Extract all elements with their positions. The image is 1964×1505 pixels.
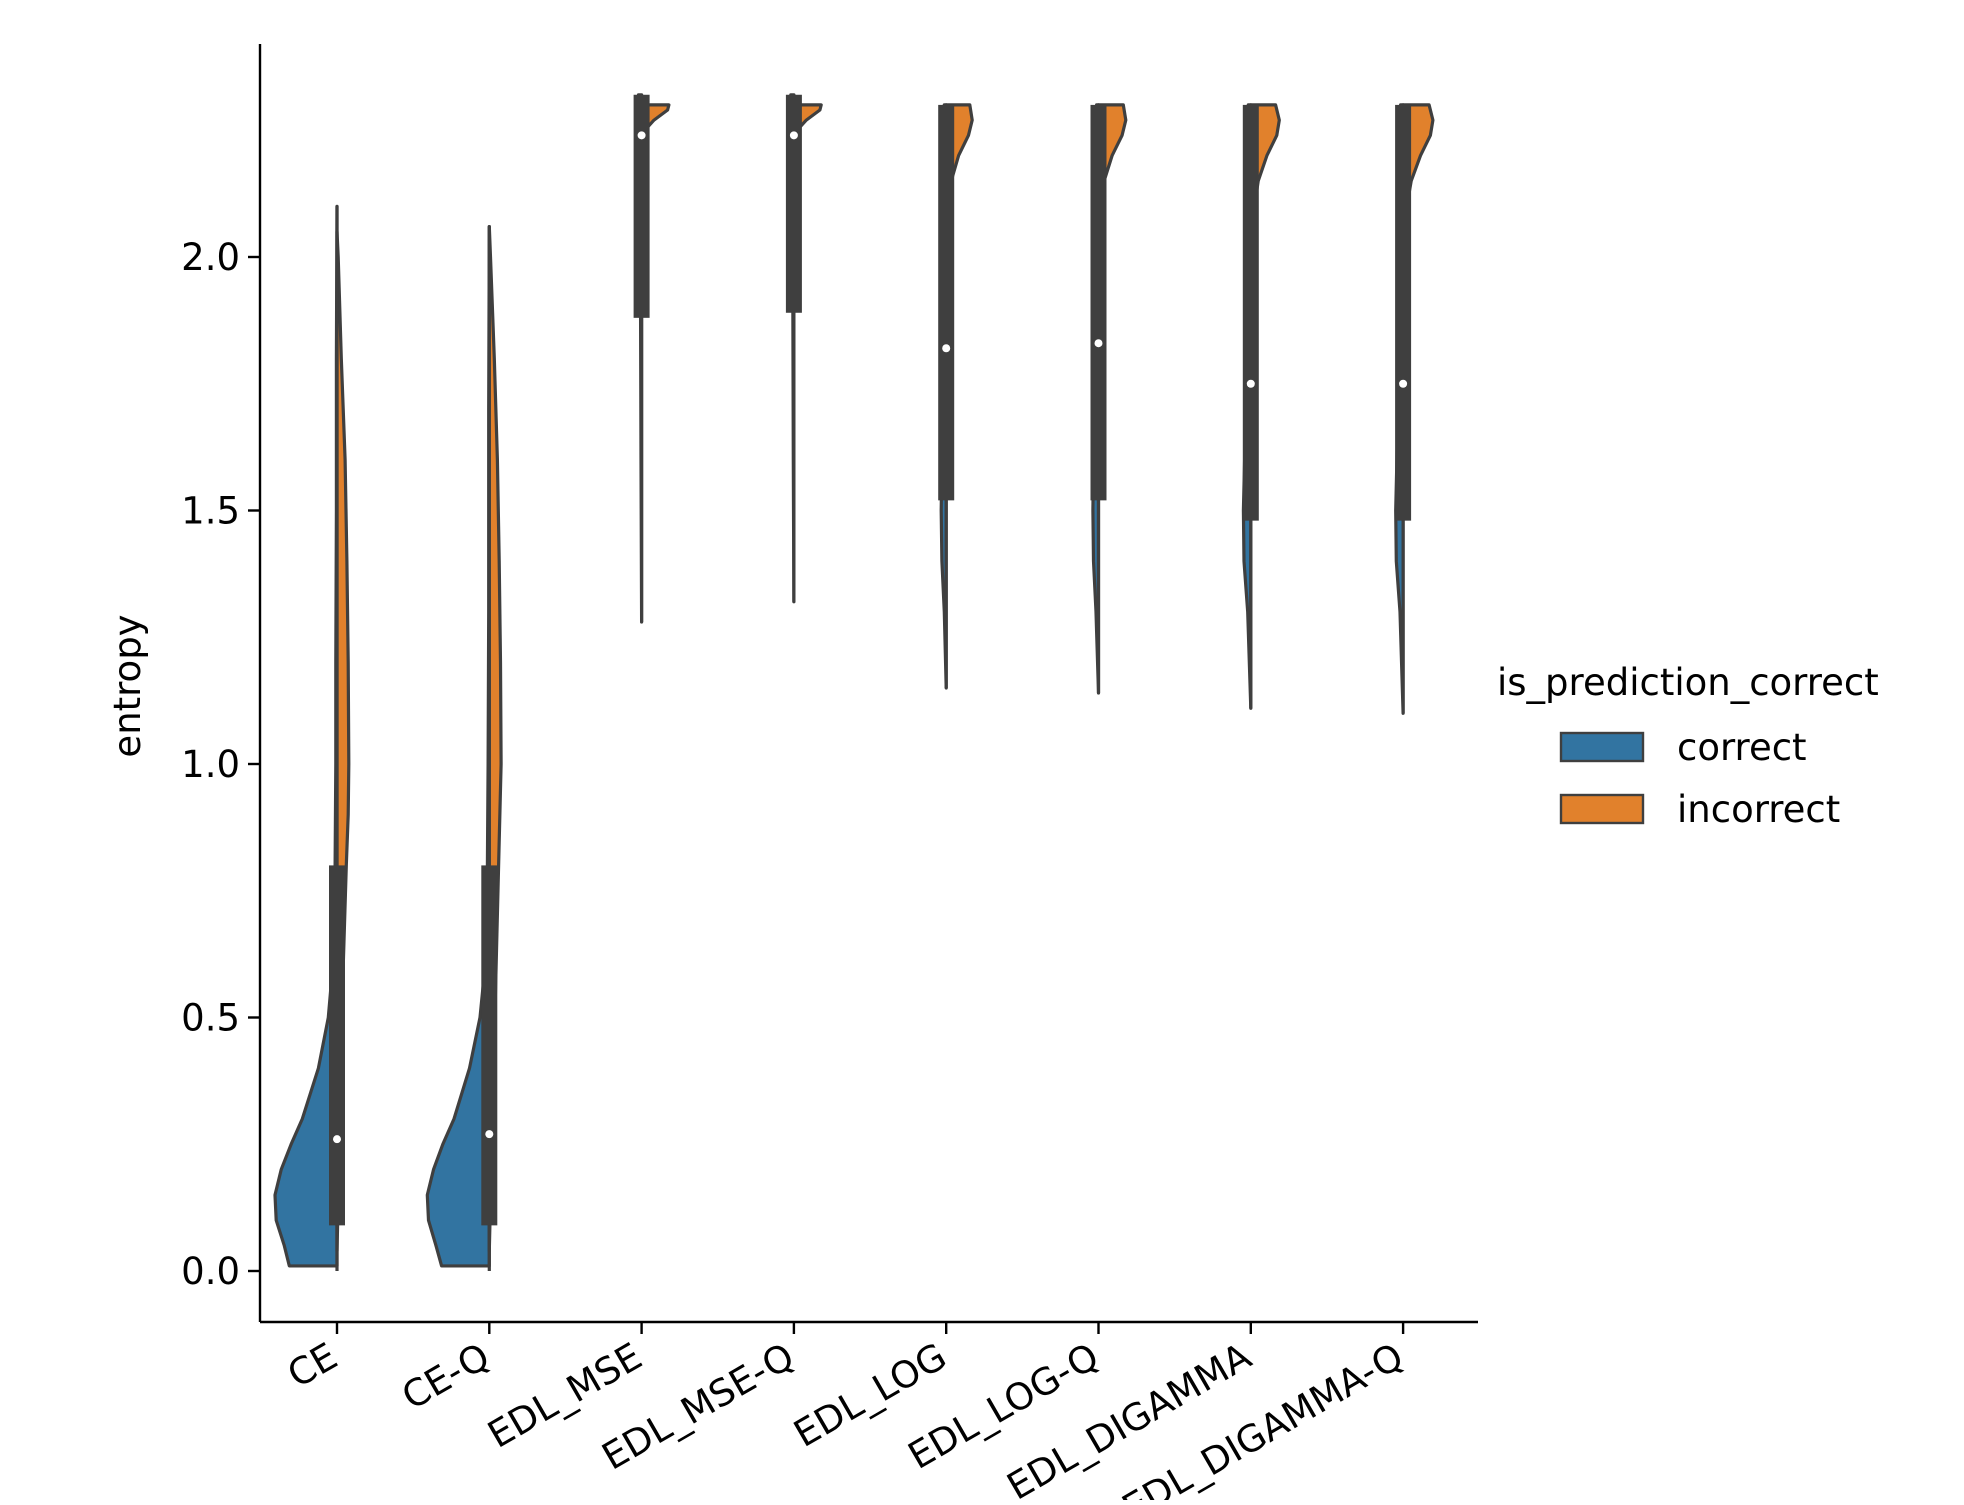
violin-edl-log-q: [1090, 103, 1128, 695]
violin-median: [333, 1135, 341, 1144]
violin-ce: [273, 204, 351, 1271]
y-ticks: 0.0 0.5 1.0 1.5 2.0: [181, 236, 260, 1293]
violins-layer: [273, 93, 1435, 1271]
violin-edl-log: [938, 103, 974, 690]
violin-median: [1399, 379, 1408, 388]
violin-median: [485, 1130, 494, 1139]
legend-swatch-correct: [1559, 731, 1645, 763]
violin-box: [633, 94, 650, 318]
violin-median: [637, 131, 646, 140]
legend-title: is_prediction_correct: [1497, 661, 1879, 704]
legend-label-correct: correct: [1677, 726, 1807, 769]
y-tick-label: 1.0: [181, 743, 240, 786]
y-tick-label: 1.5: [181, 490, 240, 533]
y-tick-label: 2.0: [181, 236, 240, 279]
violin-median: [789, 131, 798, 140]
violin-edl-mse: [633, 93, 671, 624]
violin-box: [329, 865, 345, 1226]
violin-edl-digamma-q: [1394, 103, 1435, 715]
x-tick-label: CE: [280, 1335, 344, 1397]
violin-edl-digamma: [1241, 103, 1281, 710]
y-tick-label: 0.0: [181, 1250, 240, 1293]
legend-label-incorrect: incorrect: [1677, 788, 1840, 831]
x-ticks: CE CE-QEDL_MSEEDL_MSE-QEDL_LOGEDL_LOG-QED…: [280, 1322, 1411, 1505]
y-tick-label: 0.5: [181, 997, 240, 1040]
violin-ce-q: [425, 225, 503, 1271]
violin-box: [938, 104, 955, 501]
violin-box: [481, 865, 498, 1226]
legend-entries: correct incorrect: [1559, 726, 1840, 831]
legend-swatch-incorrect: [1559, 793, 1645, 825]
violin-median: [942, 344, 951, 353]
violin-median: [1094, 339, 1103, 348]
violin-half-correct: [425, 225, 491, 1268]
violin-median: [1246, 379, 1255, 388]
violin-box: [1242, 104, 1259, 521]
legend: is_prediction_correct correct incorrect: [1497, 661, 1879, 831]
violin-box: [1090, 104, 1107, 501]
x-tick-label: CE-Q: [395, 1335, 497, 1419]
y-axis-label: entropy: [106, 614, 149, 757]
violin-edl-mse-q: [785, 93, 823, 604]
violin-box: [1395, 104, 1412, 521]
violin-box: [785, 94, 802, 313]
violin-half-correct: [273, 204, 339, 1268]
